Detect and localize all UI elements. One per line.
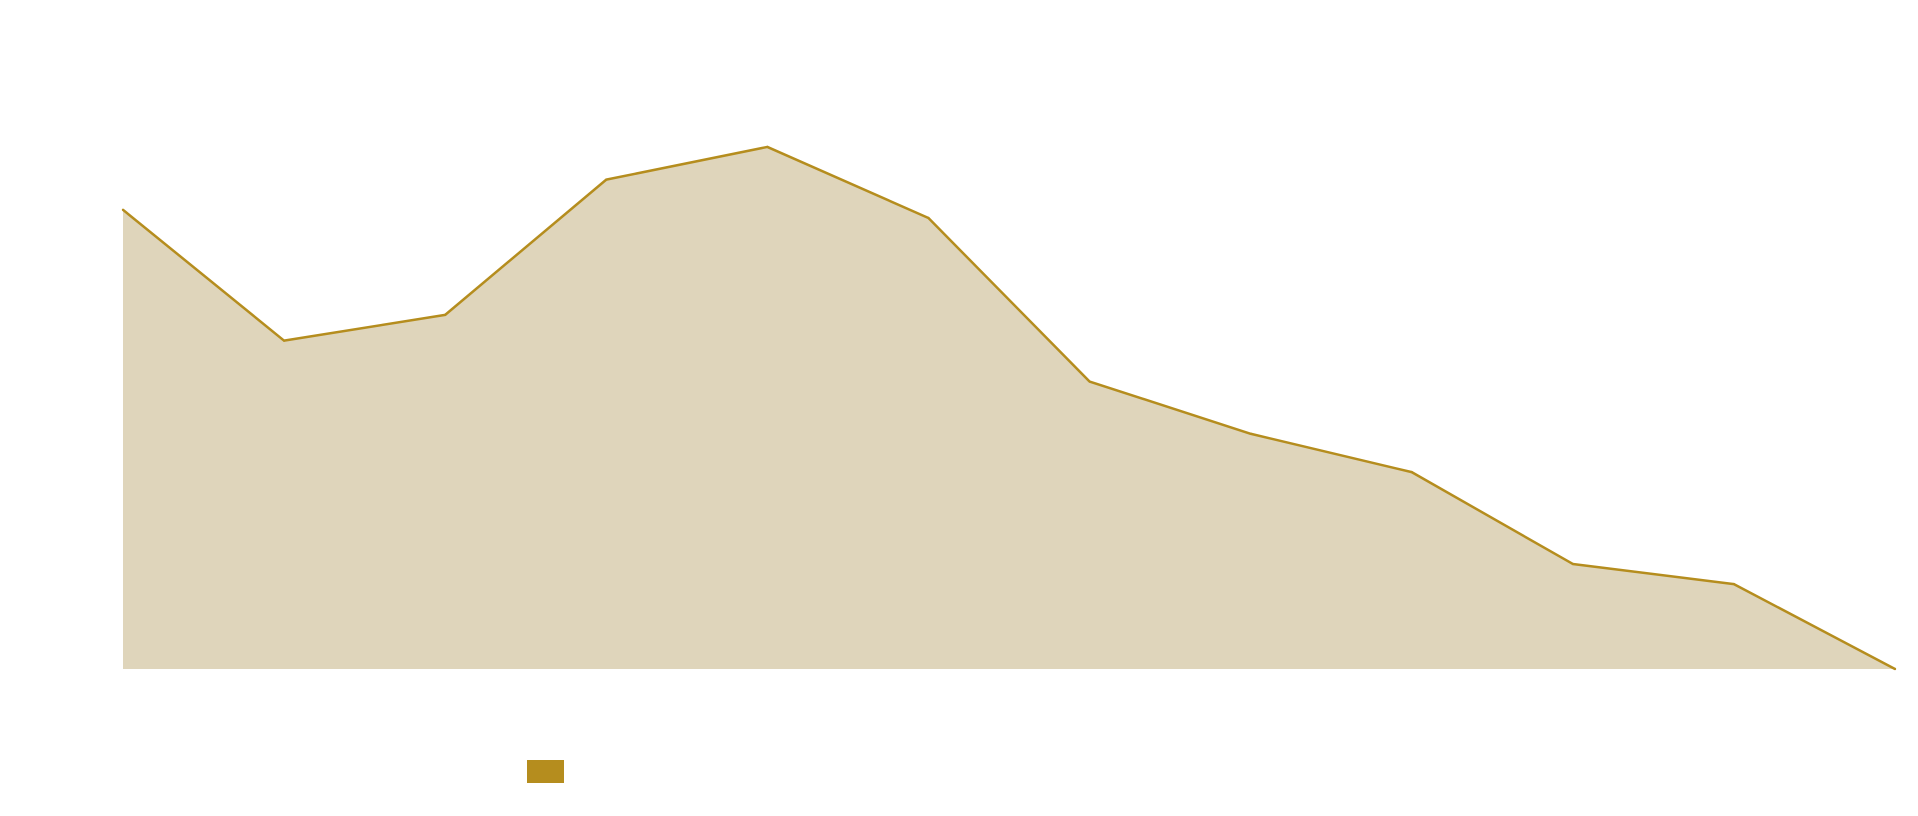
- data-point-5: [927, 216, 930, 220]
- data-point-8: [1410, 470, 1413, 474]
- data-point-9: [1571, 562, 1575, 566]
- series-line: [122, 145, 1896, 671]
- series-area-fill: [123, 146, 1895, 669]
- legend-swatch: [527, 760, 564, 783]
- data-point-0: [121, 208, 125, 212]
- data-point-6: [1088, 380, 1091, 383]
- data-point-3: [605, 178, 608, 181]
- data-point-11: [1893, 667, 1897, 671]
- data-point-7: [1249, 432, 1252, 435]
- legend: [527, 760, 564, 783]
- data-point-1: [282, 339, 286, 342]
- data-point-4: [766, 145, 769, 149]
- data-point-10: [1732, 582, 1736, 586]
- data-point-2: [443, 313, 447, 317]
- plot-area: [121, 145, 1897, 671]
